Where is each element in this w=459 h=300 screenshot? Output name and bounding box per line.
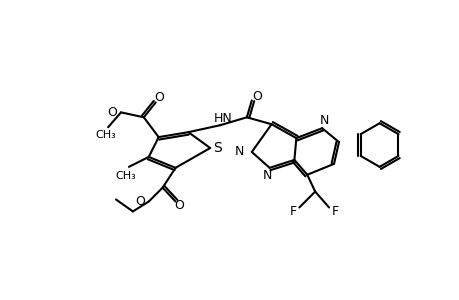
Text: CH₃: CH₃ — [95, 130, 116, 140]
Text: N: N — [319, 114, 328, 127]
Text: N: N — [263, 169, 272, 182]
Text: N: N — [234, 146, 243, 158]
Text: O: O — [154, 91, 164, 104]
Text: F: F — [289, 205, 297, 218]
Text: O: O — [107, 106, 117, 119]
Text: S: S — [212, 141, 221, 155]
Text: CH₃: CH₃ — [115, 171, 136, 181]
Text: O: O — [251, 90, 261, 103]
Text: O: O — [174, 199, 184, 212]
Text: HN: HN — [213, 112, 232, 125]
Text: F: F — [331, 205, 338, 218]
Text: O: O — [134, 195, 145, 208]
